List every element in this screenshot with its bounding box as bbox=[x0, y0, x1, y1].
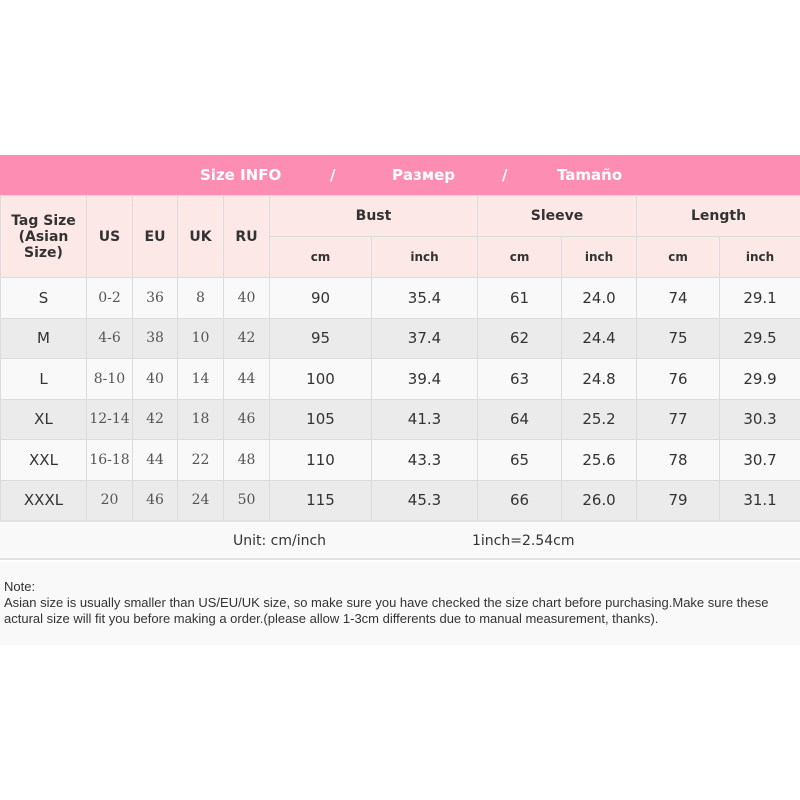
cell-length-in: 30.7 bbox=[719, 439, 800, 481]
note-title: Note: bbox=[4, 579, 36, 594]
cell-ru: 48 bbox=[223, 439, 270, 481]
header-us: US bbox=[86, 195, 133, 278]
cell-eu: 46 bbox=[132, 479, 178, 521]
unit-conversion: 1inch=2.54cm bbox=[472, 533, 575, 549]
cell-ru: 42 bbox=[223, 317, 270, 359]
cell-sleeve-in: 25.6 bbox=[561, 439, 638, 481]
banner-title-es: Tamaño bbox=[557, 166, 623, 184]
cell-length-in: 31.1 bbox=[719, 479, 800, 521]
header-length: Length bbox=[636, 195, 800, 237]
cell-us: 16-18 bbox=[86, 439, 133, 481]
cell-bust-in: 45.3 bbox=[370, 479, 479, 521]
cell-ru: 50 bbox=[223, 479, 270, 521]
header-uk: UK bbox=[177, 195, 224, 278]
cell-bust-cm: 95 bbox=[269, 317, 372, 359]
cell-uk: 14 bbox=[177, 358, 224, 400]
cell-sleeve-in: 24.0 bbox=[561, 277, 638, 319]
cell-eu: 40 bbox=[132, 358, 178, 400]
cell-bust-cm: 110 bbox=[269, 439, 372, 481]
note-section: Note: Asian size is usually smaller than… bbox=[0, 562, 800, 645]
header-bust-inch: inch bbox=[370, 236, 479, 278]
cell-us: 8-10 bbox=[86, 358, 133, 400]
cell-uk: 18 bbox=[177, 398, 224, 440]
header-eu: EU bbox=[132, 195, 178, 278]
cell-length-cm: 77 bbox=[636, 398, 721, 440]
cell-tag: M bbox=[0, 317, 87, 359]
header-bust: Bust bbox=[268, 195, 479, 237]
cell-tag: L bbox=[0, 358, 87, 400]
cell-ru: 44 bbox=[223, 358, 270, 400]
cell-bust-cm: 105 bbox=[269, 398, 372, 440]
cell-sleeve-in: 24.8 bbox=[561, 358, 638, 400]
cell-eu: 42 bbox=[132, 398, 178, 440]
cell-eu: 38 bbox=[132, 317, 178, 359]
cell-uk: 24 bbox=[177, 479, 224, 521]
banner-title-ru: Размер bbox=[392, 166, 456, 184]
cell-ru: 46 bbox=[223, 398, 270, 440]
header-tag-size: Tag Size (Asian Size) bbox=[0, 195, 87, 278]
cell-uk: 8 bbox=[177, 277, 224, 319]
header-ru: RU bbox=[223, 195, 270, 278]
cell-sleeve-cm: 65 bbox=[477, 439, 563, 481]
cell-us: 0-2 bbox=[86, 277, 133, 319]
header-length-inch: inch bbox=[719, 236, 800, 278]
table-row: XL 12-14 42 18 46 105 41.3 64 25.2 77 30.3 bbox=[0, 398, 800, 440]
cell-tag: XXXL bbox=[0, 479, 87, 521]
banner-title: Size INFO bbox=[200, 166, 282, 184]
cell-length-cm: 75 bbox=[636, 317, 721, 359]
cell-sleeve-cm: 62 bbox=[477, 317, 563, 359]
table-row: L 8-10 40 14 44 100 39.4 63 24.8 76 29.9 bbox=[0, 358, 800, 400]
cell-bust-in: 35.4 bbox=[370, 277, 479, 319]
cell-bust-cm: 90 bbox=[269, 277, 372, 319]
cell-sleeve-in: 26.0 bbox=[561, 479, 638, 521]
header-sleeve: Sleeve bbox=[477, 195, 638, 237]
cell-eu: 36 bbox=[132, 277, 178, 319]
size-table: Tag Size (Asian Size) US EU UK RU Bust S… bbox=[0, 195, 800, 521]
table-row: XXL 16-18 44 22 48 110 43.3 65 25.6 78 30.7 bbox=[0, 439, 800, 481]
cell-tag: S bbox=[0, 277, 87, 319]
cell-bust-cm: 100 bbox=[269, 358, 372, 400]
unit-row: Unit: cm/inch 1inch=2.54cm bbox=[0, 520, 800, 560]
size-info-banner: Size INFO / Размер / Tamaño bbox=[0, 155, 800, 195]
header-sleeve-inch: inch bbox=[561, 236, 638, 278]
cell-bust-in: 43.3 bbox=[370, 439, 479, 481]
unit-label: Unit: cm/inch bbox=[233, 533, 327, 549]
cell-length-cm: 76 bbox=[636, 358, 721, 400]
cell-bust-in: 39.4 bbox=[370, 358, 479, 400]
cell-length-in: 30.3 bbox=[719, 398, 800, 440]
cell-sleeve-in: 25.2 bbox=[561, 398, 638, 440]
cell-length-in: 29.1 bbox=[719, 277, 800, 319]
cell-sleeve-cm: 61 bbox=[477, 277, 563, 319]
cell-us: 12-14 bbox=[86, 398, 133, 440]
table-row: S 0-2 36 8 40 90 35.4 61 24.0 74 29.1 bbox=[0, 277, 800, 319]
banner-separator: / bbox=[502, 166, 508, 184]
note-text: Asian size is usually smaller than US/EU… bbox=[4, 595, 769, 626]
cell-us: 20 bbox=[86, 479, 133, 521]
cell-uk: 22 bbox=[177, 439, 224, 481]
cell-sleeve-cm: 66 bbox=[477, 479, 563, 521]
header-length-cm: cm bbox=[636, 236, 721, 278]
cell-bust-in: 41.3 bbox=[370, 398, 479, 440]
cell-sleeve-cm: 64 bbox=[477, 398, 563, 440]
table-row: XXXL 20 46 24 50 115 45.3 66 26.0 79 31.1 bbox=[0, 479, 800, 521]
cell-ru: 40 bbox=[223, 277, 270, 319]
cell-length-cm: 78 bbox=[636, 439, 721, 481]
cell-eu: 44 bbox=[132, 439, 178, 481]
cell-tag: XL bbox=[0, 398, 87, 440]
header-bust-cm: cm bbox=[269, 236, 372, 278]
cell-length-in: 29.9 bbox=[719, 358, 800, 400]
header-sleeve-cm: cm bbox=[477, 236, 563, 278]
cell-bust-cm: 115 bbox=[269, 479, 372, 521]
cell-tag: XXL bbox=[0, 439, 87, 481]
table-row: M 4-6 38 10 42 95 37.4 62 24.4 75 29.5 bbox=[0, 317, 800, 359]
cell-length-in: 29.5 bbox=[719, 317, 800, 359]
cell-uk: 10 bbox=[177, 317, 224, 359]
banner-separator: / bbox=[330, 166, 336, 184]
cell-sleeve-cm: 63 bbox=[477, 358, 563, 400]
cell-length-cm: 74 bbox=[636, 277, 721, 319]
cell-us: 4-6 bbox=[86, 317, 133, 359]
cell-sleeve-in: 24.4 bbox=[561, 317, 638, 359]
cell-bust-in: 37.4 bbox=[370, 317, 479, 359]
cell-length-cm: 79 bbox=[636, 479, 721, 521]
